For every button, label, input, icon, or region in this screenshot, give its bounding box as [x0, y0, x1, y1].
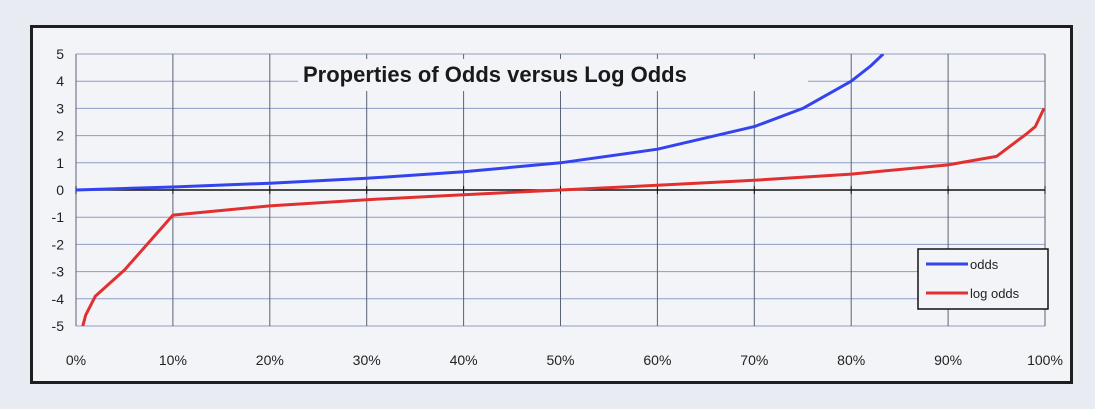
y-tick-label: 1	[56, 155, 64, 171]
x-tick-label: 40%	[450, 352, 478, 368]
log-odds-line	[81, 107, 1045, 326]
series-layer	[76, 54, 1045, 326]
title-background	[298, 59, 808, 91]
x-tick-label: 70%	[740, 352, 768, 368]
y-tick-label: -3	[52, 264, 65, 280]
odds-line	[76, 54, 885, 192]
x-tick-label: 90%	[934, 352, 962, 368]
y-tick-label: 2	[56, 128, 64, 144]
x-tick-label: 0%	[66, 352, 86, 368]
y-tick-label: 4	[56, 73, 64, 89]
y-tick-label: 5	[56, 46, 64, 62]
x-tick-label: 30%	[353, 352, 381, 368]
legend-label-odds: odds	[970, 257, 999, 272]
x-tick-label: 20%	[256, 352, 284, 368]
y-tick-label: -5	[52, 318, 65, 334]
odds-chart: 5 4 3 2 1 0 -1 -2 -3 -4 -5 0% 10% 20% 30% 40% 50% 60% 70% 8…	[52, 46, 1063, 368]
x-tick-label: 80%	[837, 352, 865, 368]
y-tick-label: -1	[52, 209, 65, 225]
x-tick-label: 60%	[643, 352, 671, 368]
legend-label-log-odds: log odds	[970, 286, 1020, 301]
legend-box	[917, 248, 1049, 310]
chart-title: Properties of Odds versus Log Odds	[303, 62, 687, 87]
chart-frame: 5 4 3 2 1 0 -1 -2 -3 -4 -5 0% 10% 20% 30% 40% 50% 60% 70% 8…	[30, 25, 1073, 384]
y-tick-label: 0	[56, 182, 64, 198]
y-tick-label: -4	[52, 291, 65, 307]
x-tick-label: 10%	[159, 352, 187, 368]
y-tick-label: 3	[56, 100, 64, 116]
x-tick-label: 50%	[546, 352, 574, 368]
y-tick-label: -2	[52, 236, 65, 252]
legend: odds log odds	[917, 248, 1049, 310]
x-tick-label: 100%	[1027, 352, 1063, 368]
